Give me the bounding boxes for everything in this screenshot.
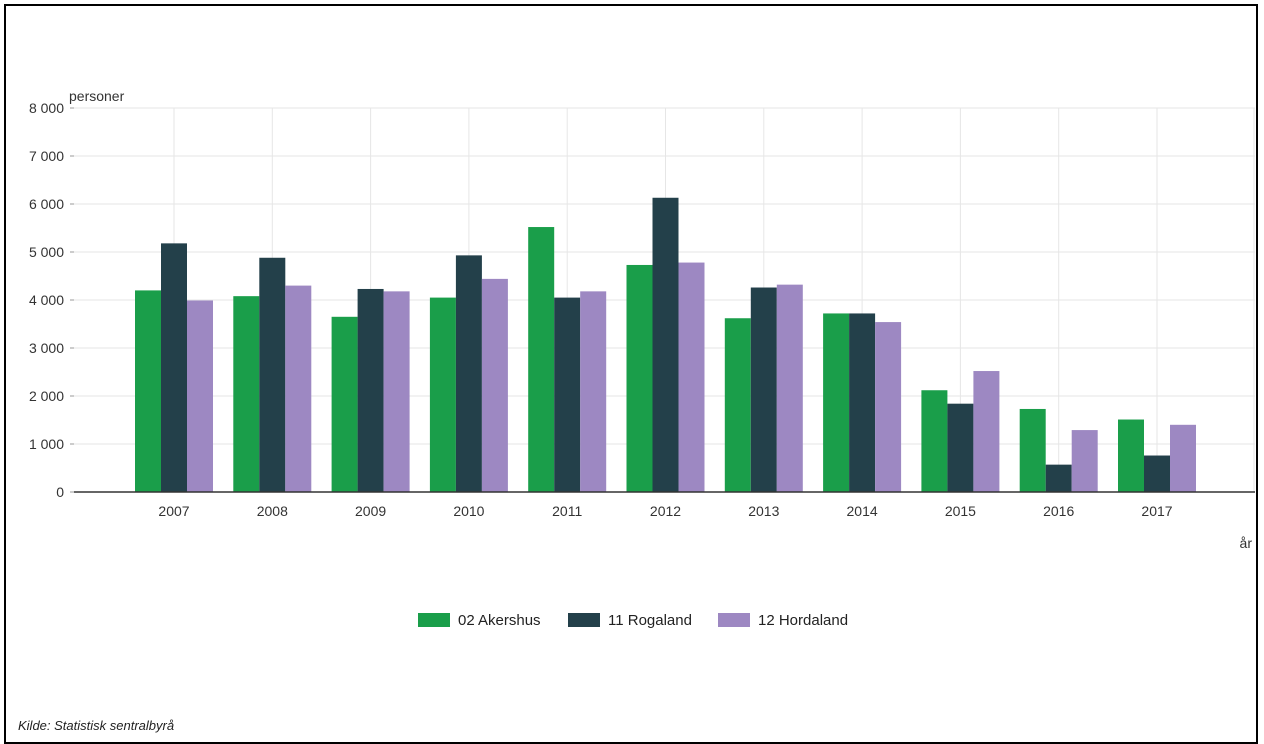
legend-label: 02 Akershus — [458, 612, 541, 629]
y-tick-label: 4 000 — [29, 292, 64, 308]
x-tick-label: 2011 — [552, 503, 582, 519]
bar — [776, 284, 803, 492]
bar — [1118, 419, 1144, 492]
y-tick-label: 7 000 — [29, 148, 64, 164]
x-tick-label: 2007 — [158, 503, 189, 519]
x-tick-label: 2012 — [650, 503, 681, 519]
legend-swatch — [718, 613, 750, 627]
bars-layer — [135, 197, 1196, 493]
source-note: Kilde: Statistisk sentralbyrå — [18, 718, 175, 733]
x-tick-label: 2009 — [355, 503, 386, 519]
bar — [259, 257, 286, 492]
bar — [580, 291, 607, 492]
labels-layer: 0 1 000 2 000 3 000 4 000 5 000 6 000 7 000 8 00… — [29, 88, 1252, 551]
bar — [1144, 455, 1170, 492]
x-axis-title: år — [1240, 535, 1253, 551]
bar — [331, 316, 358, 492]
bar — [750, 287, 777, 492]
bar — [724, 318, 751, 492]
y-tick-label: 8 000 — [29, 100, 64, 116]
bar — [921, 390, 948, 492]
bar — [429, 297, 456, 492]
bar — [285, 285, 312, 492]
bar — [973, 371, 1000, 492]
bar — [823, 313, 850, 492]
x-tick-label: 2014 — [847, 503, 878, 519]
bar — [875, 322, 902, 492]
x-tick-label: 2013 — [748, 503, 779, 519]
bar — [1071, 430, 1098, 492]
bar — [947, 403, 974, 492]
legend-swatch — [418, 613, 450, 627]
legend-item: 12 Hordaland — [718, 612, 848, 629]
bar-chart: 0 1 000 2 000 3 000 4 000 5 000 6 000 7 000 8 00… — [29, 88, 1255, 629]
bar — [528, 227, 555, 493]
x-tick-label: 2017 — [1141, 503, 1172, 519]
bar — [554, 297, 581, 492]
bar — [187, 300, 213, 492]
bar — [849, 313, 876, 492]
x-tick-label: 2010 — [453, 503, 484, 519]
bar — [233, 296, 260, 492]
y-tick-label: 0 — [56, 484, 64, 500]
y-tick-label: 1 000 — [29, 436, 64, 452]
bar — [357, 288, 384, 492]
bar — [383, 291, 410, 492]
bar — [135, 290, 161, 492]
y-tick-label: 5 000 — [29, 244, 64, 260]
bar — [652, 197, 679, 492]
bar — [481, 278, 508, 492]
legend-item: 02 Akershus — [418, 612, 541, 629]
bar — [161, 243, 187, 492]
x-tick-label: 2008 — [257, 503, 288, 519]
bar — [1170, 424, 1196, 492]
x-tick-label: 2015 — [945, 503, 976, 519]
y-tick-label: 3 000 — [29, 340, 64, 356]
bar — [1019, 408, 1046, 492]
bar — [678, 262, 705, 492]
y-axis-title: personer — [69, 88, 125, 104]
chart-frame: 0 1 000 2 000 3 000 4 000 5 000 6 000 7 000 8 00… — [4, 4, 1258, 744]
axes-layer — [70, 107, 1255, 493]
bar — [1045, 464, 1072, 492]
y-tick-label: 6 000 — [29, 196, 64, 212]
bar — [626, 264, 653, 492]
legend: 02 Akershus 11 Rogaland 12 Hordaland — [418, 612, 848, 629]
x-tick-label: 2016 — [1043, 503, 1074, 519]
bar — [455, 255, 482, 492]
y-tick-label: 2 000 — [29, 388, 64, 404]
legend-label: 12 Hordaland — [758, 612, 848, 629]
legend-item: 11 Rogaland — [568, 612, 692, 629]
legend-label: 11 Rogaland — [608, 612, 692, 629]
legend-swatch — [568, 613, 600, 627]
